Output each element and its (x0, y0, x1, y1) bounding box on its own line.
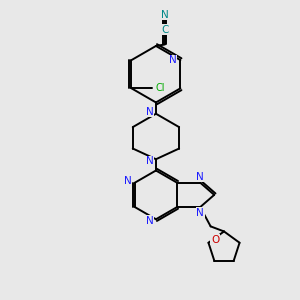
Text: O: O (211, 235, 219, 245)
Text: N: N (146, 107, 153, 117)
Text: N: N (161, 10, 169, 20)
Text: N: N (169, 55, 177, 65)
Text: C: C (161, 25, 169, 34)
Text: N: N (124, 176, 132, 186)
Text: N: N (146, 156, 153, 166)
Text: Cl: Cl (156, 83, 165, 93)
Text: N: N (146, 216, 153, 226)
Text: N: N (196, 208, 204, 218)
Text: N: N (196, 172, 204, 182)
